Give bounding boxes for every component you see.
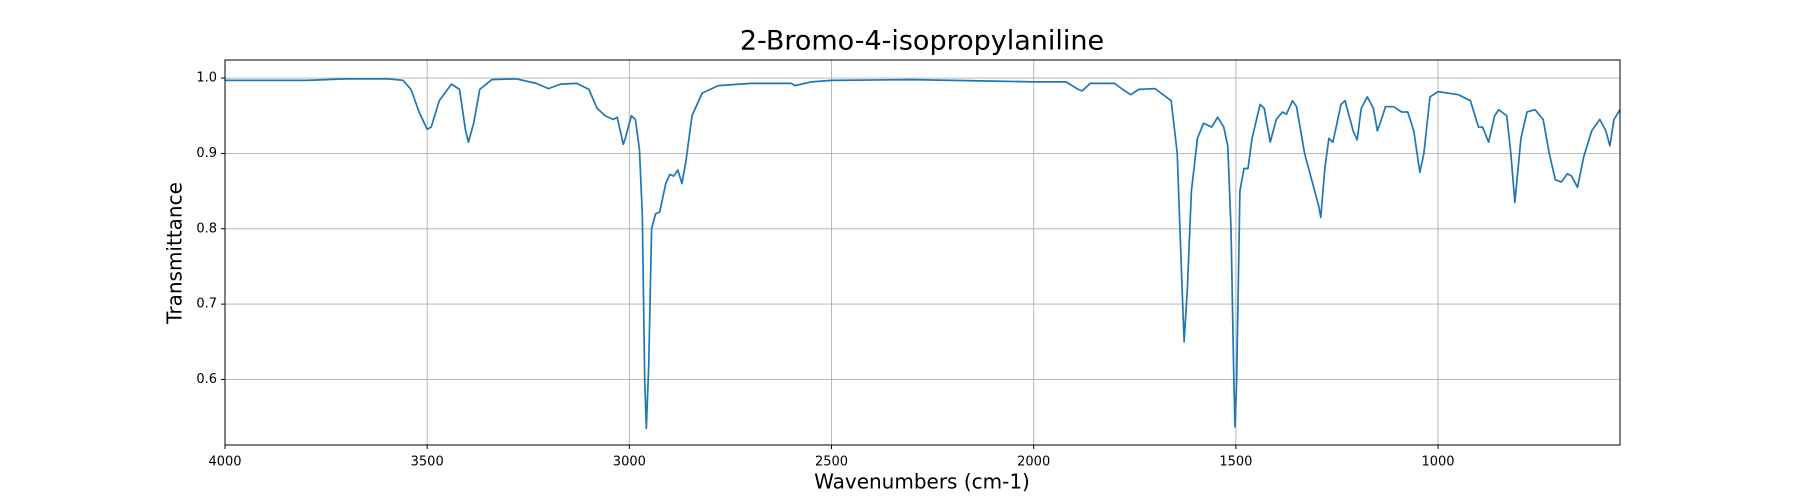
plot-frame	[224, 59, 1621, 446]
spectrum-line	[225, 77, 1621, 430]
y-tick-label: 0.7	[196, 297, 217, 312]
chart-title: 2-Bromo-4-isopropylaniline	[740, 26, 1104, 57]
y-tick-label: 1.0	[196, 71, 217, 86]
y-tick-label: 0.9	[196, 146, 217, 161]
x-tick-label: 2500	[815, 455, 848, 470]
x-tick-label: 3500	[411, 455, 444, 470]
x-axis-label: Wavenumbers (cm-1)	[814, 470, 1030, 494]
x-tick-label: 4000	[208, 455, 241, 470]
x-tick-label: 2000	[1017, 455, 1050, 470]
x-tick-label: 3000	[613, 455, 646, 470]
y-tick-label: 0.6	[196, 372, 217, 387]
x-tick-label: 1500	[1219, 455, 1252, 470]
y-axis-label: Transmittance	[163, 182, 187, 325]
x-tick-label: 1000	[1421, 455, 1454, 470]
y-tick-label: 0.8	[196, 221, 217, 236]
